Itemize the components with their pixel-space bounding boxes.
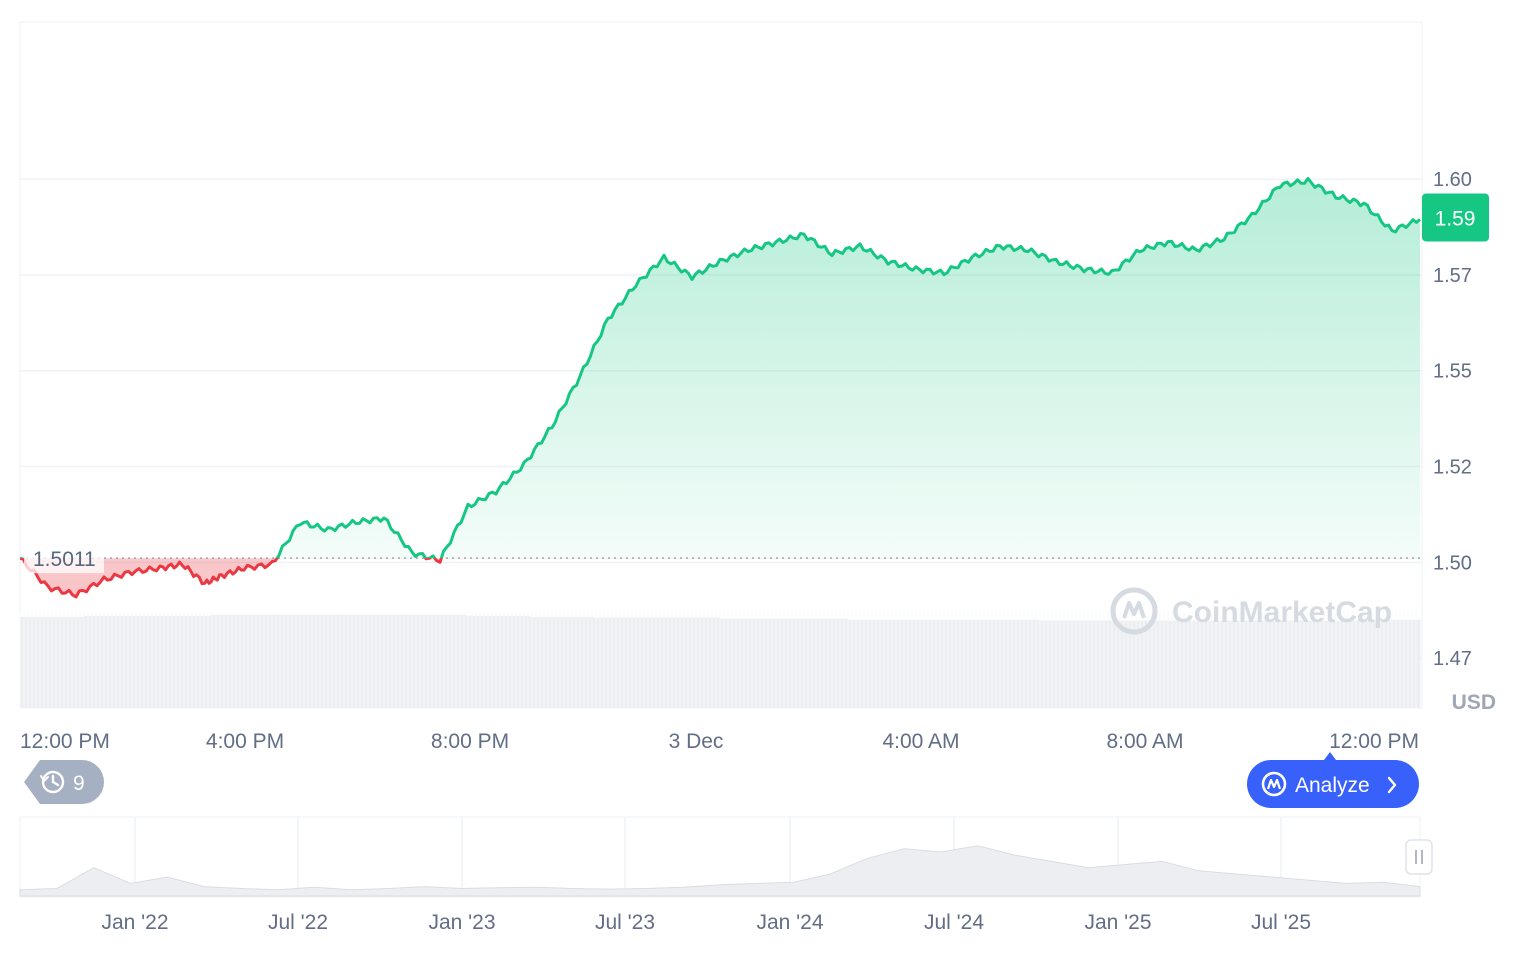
pause-bars-icon [1415,850,1423,864]
analyze-button[interactable]: Analyze [1247,752,1419,808]
navigator-tick-label: Jan '24 [756,911,823,934]
volume-bar [592,617,657,708]
x-tick-label: 4:00 AM [882,730,959,753]
x-tick-label: 8:00 PM [431,730,509,753]
history-badge[interactable]: 9 [24,760,104,804]
navigator-area [19,845,1421,897]
volume-bar [1292,620,1357,708]
x-tick-label: 12:00 PM [20,730,110,753]
y-tick-label: 1.50 [1433,552,1472,574]
y-tick-label: 1.47 [1433,648,1472,670]
navigator-tick-label: Jan '23 [428,911,495,934]
price-area-above-reference [277,178,1420,559]
navigator-tick-label: Jul '22 [268,911,328,934]
price-line-down [20,558,443,599]
volume-bar [1101,620,1166,708]
volume-bar [147,615,212,708]
coinmarketcap-watermark: CoinMarketCap [1110,587,1392,635]
range-navigator[interactable]: Jan '22 Jul '22 Jan '23 Jul '23 Jan '24 Jul '… [19,816,1433,934]
analyze-label: Analyze [1295,774,1370,797]
x-tick-label: 8:00 AM [1106,730,1183,753]
navigator-tick-label: Jul '25 [1251,911,1311,934]
y-axis: 1.47 1.50 1.52 1.55 1.57 1.60 [1433,169,1472,670]
currency-unit-label: USD [1452,691,1496,714]
reference-price-text: 1.5011 [33,548,96,571]
volume-bar [847,619,912,708]
navigator-x-axis: Jan '22 Jul '22 Jan '23 Jul '23 Jan '24 Jul '… [101,911,1311,934]
navigator-handle[interactable] [1405,839,1433,875]
y-tick-label: 1.55 [1433,361,1472,383]
chevron-right-icon [1387,776,1397,794]
volume-bar [910,619,976,708]
y-tick-label: 1.52 [1433,457,1472,479]
navigator-tick-label: Jul '24 [924,911,984,934]
y-tick-label: 1.60 [1433,169,1472,191]
cmc-logo-icon [1261,771,1287,797]
history-count: 9 [73,772,85,795]
current-price-tag: 1.59 [1422,193,1489,242]
watermark-text: CoinMarketCap [1172,596,1392,629]
navigator-tick-label: Jul '23 [595,911,655,934]
price-area-below-reference [20,558,1420,597]
x-tick-label: 3 Dec [669,730,724,753]
current-price-text: 1.59 [1435,207,1476,230]
x-tick-label: 4:00 PM [206,730,284,753]
y-tick-label: 1.57 [1433,265,1472,287]
volume-bar [401,614,466,708]
history-icon [40,770,65,794]
reference-price-label: 1.5011 [24,543,104,574]
volume-bars [19,612,1421,708]
x-tick-label: 12:00 PM [1329,730,1419,753]
volume-bar [210,614,276,708]
navigator-tick-label: Jan '25 [1084,911,1151,934]
navigator-tick-label: Jan '22 [101,911,168,934]
price-line-up [20,177,1421,559]
x-axis: 12:00 PM 4:00 PM 8:00 PM 3 Dec 4:00 AM 8:00 A… [20,730,1419,753]
